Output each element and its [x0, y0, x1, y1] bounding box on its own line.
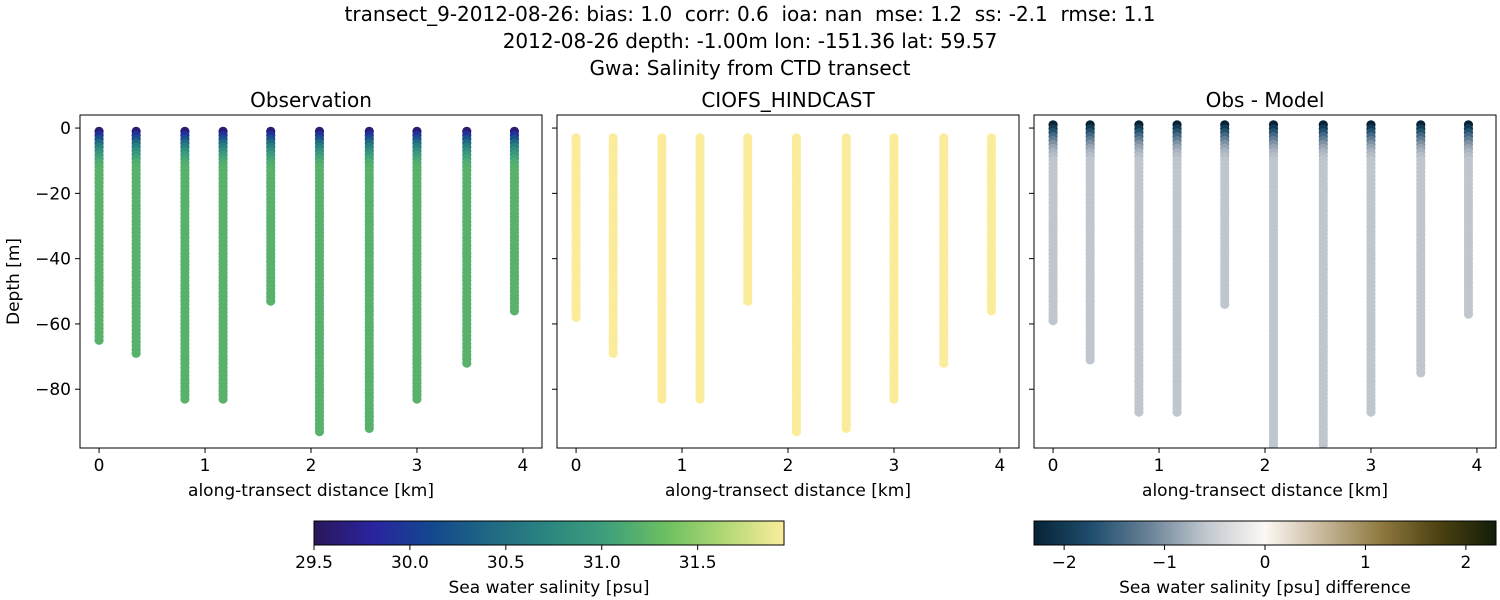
data-point-cast-8 [1366, 407, 1376, 417]
subplot-1: 0 1 2 3 4 0 −20 −40 −60 −80 Observation along-trans… [4, 88, 543, 501]
data-point-cast-8 [412, 394, 422, 404]
subplot-3: 0 1 2 3 4 Obs - Model along-transect distance … [1029, 88, 1497, 501]
x-tick-label: 1 [677, 456, 688, 476]
subplot-frame [1033, 114, 1497, 449]
colorbar-bar [313, 520, 785, 546]
colorbar-tick-label: 30.0 [391, 553, 429, 573]
figure-title-line-1: transect_9-2012-08-26: bias: 1.0 corr: 0… [344, 2, 1156, 26]
data-point-cast-1 [94, 335, 104, 345]
x-tick-label: 0 [94, 456, 105, 476]
colorbar-tick-label: −1 [1152, 553, 1177, 573]
x-tick-label: 1 [200, 456, 211, 476]
data-point-cast-2 [608, 348, 618, 358]
colorbar-tick-label: 30.5 [487, 553, 525, 573]
data-point-cast-2 [131, 348, 141, 358]
x-tick-label: 2 [1260, 456, 1271, 476]
data-point-cast-3 [180, 394, 190, 404]
data-point-cast-7 [841, 423, 851, 434]
figure-title-line-3: Gwa: Salinity from CTD transect [589, 56, 911, 80]
figure-title-line-2: 2012-08-26 depth: -1.00m lon: -151.36 la… [502, 29, 998, 53]
data-point-cast-4 [1172, 407, 1182, 417]
x-tick-label: 2 [783, 456, 794, 476]
data-points [571, 133, 997, 437]
data-point-cast-3 [1134, 407, 1144, 417]
x-tick-label: 0 [571, 456, 582, 476]
data-point-cast-10 [986, 306, 997, 316]
data-point-cast-9 [939, 358, 949, 368]
data-point-cast-1 [1048, 316, 1058, 326]
data-point-cast-6 [791, 427, 802, 437]
y-axis-label: Depth [m] [4, 238, 24, 325]
subplot-title: CIOFS_HINDCAST [701, 88, 875, 112]
data-points [1048, 120, 1474, 448]
x-tick-label: 3 [889, 456, 900, 476]
data-point-cast-7 [1318, 440, 1328, 448]
x-tick-label: 3 [1366, 456, 1377, 476]
x-tick-label: 4 [518, 456, 529, 476]
x-tick-label: 3 [412, 456, 423, 476]
x-tick-label: 1 [1154, 456, 1165, 476]
data-point-cast-7 [364, 423, 374, 434]
data-point-cast-4 [695, 394, 705, 404]
colorbar-label: Sea water salinity [psu] difference [1119, 578, 1411, 598]
x-axis-label: along-transect distance [km] [1142, 481, 1388, 501]
y-tick-label: 0 [60, 119, 71, 139]
data-point-cast-1 [571, 312, 581, 323]
x-tick-label: 4 [1472, 456, 1483, 476]
data-point-cast-9 [462, 358, 472, 368]
y-tick-label: −80 [35, 380, 71, 400]
colorbar-label: Sea water salinity [psu] [449, 578, 650, 598]
x-tick-label: 4 [995, 456, 1006, 476]
data-point-cast-5 [743, 296, 753, 306]
data-point-cast-6 [1268, 443, 1279, 448]
colorbar-tick-label: 31.5 [679, 553, 717, 573]
data-point-cast-10 [1463, 309, 1474, 319]
data-point-cast-10 [509, 306, 520, 316]
colorbar-2: −2 −1 0 1 2 Sea water salinity [psu] differen… [1033, 520, 1497, 598]
data-point-cast-8 [889, 394, 899, 404]
colorbar-tick-label: 2 [1460, 553, 1471, 573]
x-tick-label: 2 [306, 456, 317, 476]
colorbar-1: 29.5 30.0 30.5 31.0 31.5 Sea water salinity [… [295, 520, 785, 598]
data-point-cast-4 [218, 394, 228, 404]
subplot-title: Obs - Model [1206, 88, 1325, 112]
data-point-cast-3 [657, 394, 667, 404]
colorbar-tick-label: 31.0 [583, 553, 621, 573]
subplot-title: Observation [250, 88, 372, 112]
x-axis-label: along-transect distance [km] [188, 481, 434, 501]
subplot-2: 0 1 2 3 4 CIOFS_HINDCAST along-transect distan… [552, 88, 1020, 501]
x-axis-label: along-transect distance [km] [665, 481, 911, 501]
y-tick-label: −60 [35, 315, 71, 335]
data-point-cast-6 [314, 427, 325, 437]
colorbar-tick-label: −2 [1052, 553, 1077, 573]
data-point-cast-2 [1085, 355, 1095, 365]
data-point-cast-5 [1220, 299, 1230, 309]
y-tick-label: −40 [35, 250, 71, 270]
y-tick-label: −20 [35, 184, 71, 204]
colorbar-tick-label: 0 [1260, 553, 1271, 573]
colorbar-tick-label: 1 [1360, 553, 1371, 573]
colorbar-bar [1033, 520, 1497, 546]
colorbar-tick-label: 29.5 [295, 553, 333, 573]
subplot-frame [79, 114, 543, 449]
x-tick-label: 0 [1048, 456, 1059, 476]
subplot-frame [556, 114, 1020, 449]
data-points [94, 126, 520, 437]
data-point-cast-5 [266, 296, 276, 306]
data-point-cast-9 [1416, 368, 1426, 378]
